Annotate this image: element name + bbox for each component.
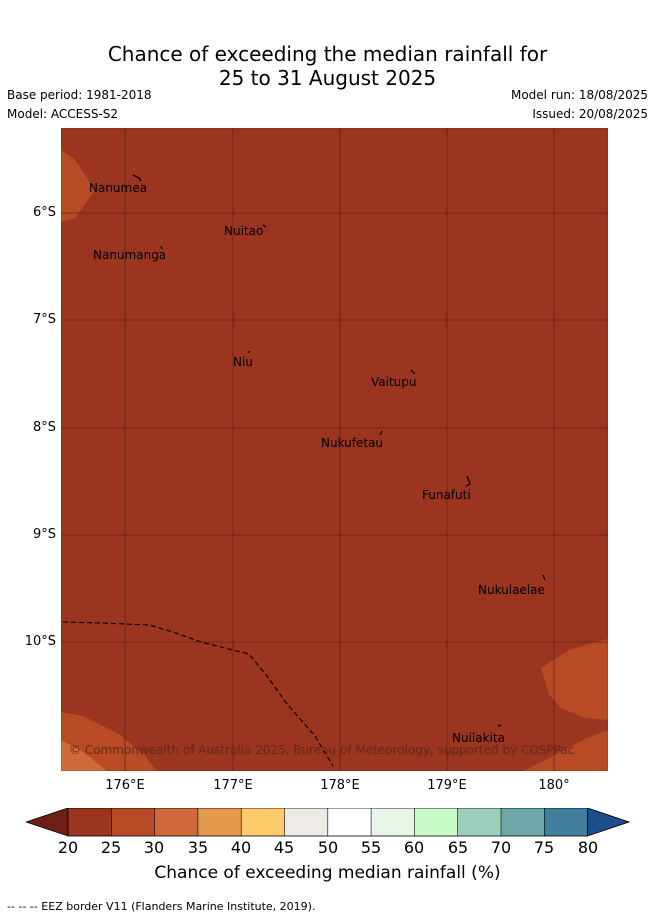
colorbar-bin-50-55 xyxy=(327,808,372,836)
patch-bottom-right xyxy=(523,730,608,771)
colorbar-tick-80: 80 xyxy=(577,838,599,857)
colorbar-tick-70: 70 xyxy=(490,838,512,857)
colorbar-tick-45: 45 xyxy=(273,838,295,857)
colorbar-bin-45-50 xyxy=(284,808,328,836)
chart-title-line2: 25 to 31 August 2025 xyxy=(218,66,437,90)
place-nanumea: Nanumea xyxy=(89,181,147,195)
colorbar-bin-20-25 xyxy=(68,808,112,836)
colorbar-bin-40-45 xyxy=(241,808,285,836)
place-nuitao: Nuitao xyxy=(224,224,263,238)
colorbar-bin-70-75 xyxy=(501,808,545,836)
eez-footnote: -- -- -- EEZ border V11 (Flanders Marine… xyxy=(7,900,316,913)
island-nanumanga xyxy=(160,245,163,250)
colorbar-bin-55-60 xyxy=(371,808,415,836)
colorbar-bin-30-35 xyxy=(154,808,198,836)
colorbar-extend-high xyxy=(587,808,630,837)
lat-label-7s: 7°S xyxy=(32,312,56,327)
islands xyxy=(132,174,546,727)
lon-label-177e: 177°E xyxy=(213,778,253,793)
colorbar xyxy=(26,808,630,837)
island-funafuti xyxy=(465,475,471,487)
colorbar-tick-50: 50 xyxy=(317,838,339,857)
lon-label-176e: 176°E xyxy=(105,778,145,793)
lat-label-10s: 10°S xyxy=(24,634,56,649)
model-run: Model run: 18/08/2025 xyxy=(510,88,648,102)
place-nukulaelae: Nukulaelae xyxy=(478,583,545,597)
island-nukulaelae xyxy=(542,574,546,581)
grid-lines xyxy=(61,128,608,771)
map-background xyxy=(61,128,608,771)
colorbar-tick-60: 60 xyxy=(403,838,425,857)
lat-label-9s: 9°S xyxy=(32,527,56,542)
island-nanumea xyxy=(132,174,142,182)
place-nanumanga: Nanumanga xyxy=(93,248,166,262)
chart-title-line1: Chance of exceeding the median rainfall … xyxy=(107,42,548,66)
place-nukufetau: Nukufetau xyxy=(321,436,383,450)
colorbar-extend-low xyxy=(26,808,69,837)
colorbar-bin-60-65 xyxy=(414,808,458,836)
patch-top-left xyxy=(61,150,95,222)
island-vaitupu xyxy=(410,369,416,375)
place-nuilakita: Nuilakita xyxy=(452,731,505,745)
colorbar-bin-35-40 xyxy=(197,808,242,836)
colorbar-tick-20: 20 xyxy=(57,838,79,857)
island-niu xyxy=(247,350,251,354)
colorbar-tick-40: 40 xyxy=(230,838,252,857)
eez-border xyxy=(62,621,334,767)
lat-label-8s: 8°S xyxy=(32,420,56,435)
colorbar-bin-65-70 xyxy=(457,808,501,836)
place-vaitupu: Vaitupu xyxy=(371,375,417,389)
colorbar-bin-75-80 xyxy=(544,808,588,836)
island-nuilakita xyxy=(497,724,502,727)
patch-right xyxy=(541,639,608,720)
lat-label-6s: 6°S xyxy=(32,205,56,220)
model-name: Model: ACCESS-S2 xyxy=(7,107,119,121)
lon-label-178e: 178°E xyxy=(320,778,360,793)
island-nukufetau xyxy=(379,430,383,436)
colorbar-tick-75: 75 xyxy=(533,838,555,857)
lon-label-179e: 179°E xyxy=(427,778,467,793)
colorbar-tick-30: 30 xyxy=(143,838,165,857)
place-niu: Niu xyxy=(233,355,253,369)
issued-date: Issued: 20/08/2025 xyxy=(532,107,648,121)
place-funafuti: Funafuti xyxy=(422,488,471,502)
colorbar-tick-35: 35 xyxy=(187,838,209,857)
island-nuitao xyxy=(262,224,267,228)
colorbar-frame xyxy=(67,808,588,837)
colorbar-tick-25: 25 xyxy=(100,838,122,857)
colorbar-dividers xyxy=(111,808,545,836)
colorbar-bin-25-30 xyxy=(111,808,155,836)
colorbar-title: Chance of exceeding median rainfall (%) xyxy=(154,863,501,883)
colorbar-tick-65: 65 xyxy=(447,838,469,857)
colorbar-tick-55: 55 xyxy=(360,838,382,857)
copyright-notice: © Commonwealth of Australia 2025, Bureau… xyxy=(69,743,574,757)
patch-bottom-left-inner xyxy=(61,740,107,771)
base-period: Base period: 1981-2018 xyxy=(7,88,152,102)
rainfall-map: Nanumea Nuitao Nanumanga Niu Vaitupu Nuk… xyxy=(61,128,608,771)
lon-label-180: 180° xyxy=(538,778,570,793)
